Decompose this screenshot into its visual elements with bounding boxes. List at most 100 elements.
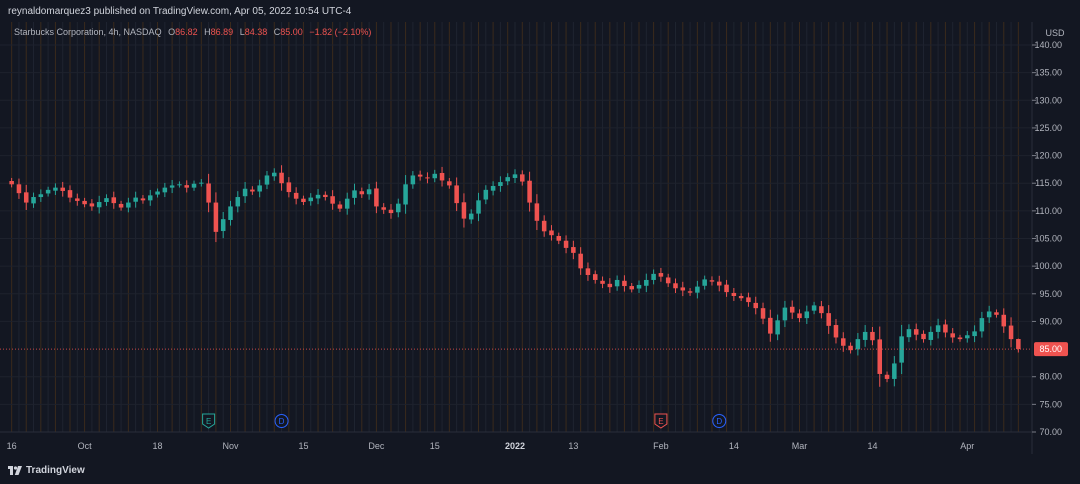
tradingview-logo[interactable]: TradingView	[8, 465, 85, 476]
candle[interactable]	[1008, 317, 1014, 348]
candle[interactable]	[622, 275, 627, 292]
candle[interactable]	[549, 225, 554, 241]
chart-area[interactable]: E D E D USD 140.00 135.00 130.00 125.00 120.00 11…	[0, 22, 1080, 454]
candle[interactable]	[709, 276, 715, 286]
candle[interactable]	[242, 182, 248, 203]
candle[interactable]	[213, 192, 219, 243]
candle[interactable]	[943, 319, 948, 338]
candle[interactable]	[563, 235, 569, 254]
candle[interactable]	[16, 178, 22, 199]
candle[interactable]	[461, 193, 467, 228]
candle[interactable]	[651, 269, 656, 285]
candle[interactable]	[600, 276, 605, 289]
candle[interactable]	[337, 201, 343, 212]
candle[interactable]	[432, 169, 438, 183]
candle[interactable]	[826, 305, 831, 334]
candle[interactable]	[140, 195, 146, 204]
candle[interactable]	[381, 203, 386, 214]
candle[interactable]	[53, 183, 58, 195]
candle[interactable]	[738, 293, 744, 301]
candle[interactable]	[789, 300, 795, 319]
candle[interactable]	[199, 179, 204, 187]
candle[interactable]	[877, 326, 883, 387]
candle[interactable]	[162, 182, 168, 198]
candle[interactable]	[279, 165, 284, 191]
candle[interactable]	[724, 279, 729, 297]
candle[interactable]	[746, 292, 751, 307]
candle[interactable]	[454, 177, 459, 212]
candle[interactable]	[585, 262, 591, 281]
candle[interactable]	[104, 194, 109, 206]
candle[interactable]	[841, 332, 846, 352]
candle[interactable]	[118, 200, 124, 211]
candle[interactable]	[184, 180, 189, 193]
time-axis[interactable]: 16 Oct 18 Nov 15 Dec 15 2022 13 Feb 14 Mar 14 Apr	[7, 441, 975, 451]
candle[interactable]	[366, 183, 372, 200]
candle[interactable]	[133, 191, 138, 208]
candle[interactable]	[447, 178, 452, 189]
candle[interactable]	[994, 309, 999, 318]
candle[interactable]	[264, 170, 270, 190]
candle[interactable]	[38, 189, 44, 202]
candle[interactable]	[483, 185, 489, 205]
candle[interactable]	[323, 191, 328, 201]
candle[interactable]	[921, 330, 926, 343]
candle[interactable]	[374, 181, 379, 214]
candle[interactable]	[957, 334, 963, 342]
candle[interactable]	[950, 328, 955, 343]
candle[interactable]	[330, 190, 335, 210]
candle[interactable]	[702, 275, 707, 290]
candle[interactable]	[833, 319, 839, 344]
candle[interactable]	[286, 177, 292, 198]
candle[interactable]	[177, 181, 182, 188]
candle[interactable]	[257, 179, 262, 198]
candle[interactable]	[308, 193, 314, 206]
price-axis[interactable]: USD 140.00 135.00 130.00 125.00 120.00 115.00 1…	[1032, 28, 1068, 437]
candle[interactable]	[986, 305, 992, 323]
candle[interactable]	[695, 280, 700, 299]
candle[interactable]	[804, 305, 810, 324]
candle[interactable]	[9, 177, 14, 188]
candle[interactable]	[811, 301, 817, 315]
candle[interactable]	[359, 187, 365, 198]
candle[interactable]	[417, 170, 423, 181]
candle[interactable]	[680, 281, 686, 297]
candle[interactable]	[31, 192, 36, 208]
candle[interactable]	[396, 198, 401, 218]
candle[interactable]	[191, 180, 197, 191]
candle[interactable]	[782, 300, 788, 328]
candle[interactable]	[67, 185, 73, 203]
candle[interactable]	[75, 193, 80, 206]
candle[interactable]	[629, 283, 634, 293]
candle[interactable]	[315, 189, 321, 205]
candle[interactable]	[111, 191, 117, 209]
candle[interactable]	[979, 311, 985, 338]
dividend-marker[interactable]: D	[712, 414, 727, 428]
candle[interactable]	[935, 318, 941, 339]
candle[interactable]	[870, 326, 875, 346]
candle[interactable]	[476, 192, 481, 222]
candle[interactable]	[147, 189, 153, 206]
candles[interactable]	[9, 165, 1021, 387]
candle[interactable]	[388, 204, 394, 219]
candle[interactable]	[731, 287, 737, 301]
candle[interactable]	[884, 371, 890, 383]
candlestick-chart[interactable]: E D E D USD 140.00 135.00 130.00 125.00 120.00 11…	[0, 22, 1080, 454]
currency-label[interactable]: USD	[1045, 28, 1065, 38]
candle[interactable]	[23, 184, 29, 210]
candle[interactable]	[556, 232, 562, 245]
candle[interactable]	[636, 280, 642, 293]
candle[interactable]	[272, 168, 277, 181]
candle[interactable]	[578, 247, 583, 275]
candle[interactable]	[250, 186, 255, 195]
candle[interactable]	[797, 309, 802, 323]
candle[interactable]	[403, 175, 408, 214]
candle[interactable]	[169, 180, 175, 194]
candle[interactable]	[607, 278, 613, 293]
candle[interactable]	[848, 342, 853, 354]
candle[interactable]	[862, 325, 868, 347]
candle[interactable]	[45, 186, 51, 197]
candle[interactable]	[913, 323, 919, 341]
candle[interactable]	[520, 170, 525, 186]
